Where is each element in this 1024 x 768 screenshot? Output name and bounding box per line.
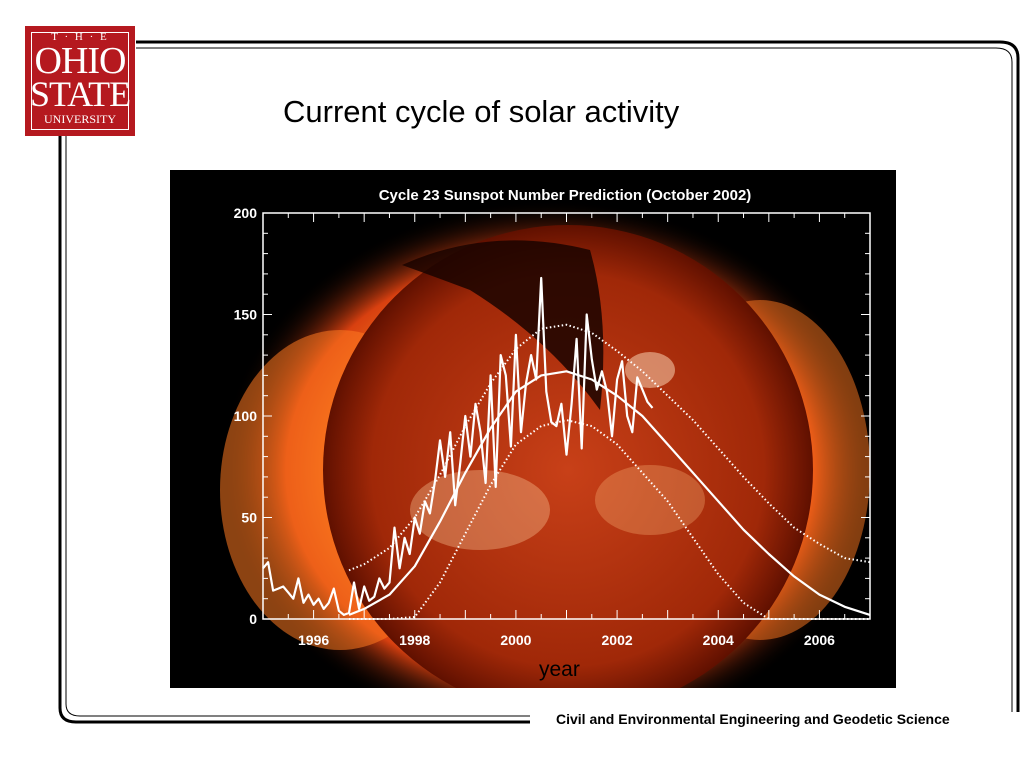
chart-panel: 1996 1998 2000 2002 2004 2006 0 50 100 150 200 Cyc… (170, 170, 896, 688)
y-tick-label: 150 (234, 307, 258, 323)
chart-title: Cycle 23 Sunspot Number Prediction (Octo… (379, 187, 752, 204)
x-tick-label: 2006 (804, 632, 835, 648)
series-line-dotted-lower (349, 419, 870, 620)
series-group (262, 276, 871, 620)
y-tick-label: 50 (241, 510, 257, 526)
logo-line-the: T · H · E (51, 31, 109, 43)
x-tick-label: 2002 (602, 632, 633, 648)
x-tick-label: 2004 (703, 632, 734, 648)
slide-title: Current cycle of solar activity (283, 94, 680, 129)
logo-line-state: STATE (29, 74, 131, 114)
active-region-left (410, 470, 550, 550)
y-tick-label: 100 (234, 408, 258, 424)
x-tick-label: 1998 (399, 632, 430, 648)
sunspot-chart: 1996 1998 2000 2002 2004 2006 0 50 100 150 200 Cyc… (170, 170, 896, 688)
x-axis-label: year (539, 658, 580, 681)
frame-line-inner (136, 47, 1013, 712)
y-tick-label: 0 (249, 611, 257, 627)
series-line-solid-jagged (262, 276, 654, 616)
active-region-right (625, 352, 675, 388)
y-axis-label: SSN (181, 351, 225, 374)
frame-line-left-inner (65, 136, 530, 717)
y-tick-label: 200 (234, 205, 258, 221)
logo-inner-border (31, 32, 129, 130)
logo-line-university: UNIVERSITY (44, 112, 116, 126)
footer-department: Civil and Environmental Engineering and … (556, 711, 950, 727)
x-tick-label: 1996 (298, 632, 329, 648)
frame-line-left (58, 136, 530, 724)
frame-line (136, 40, 1020, 712)
ohio-state-logo: T · H · E OHIO STATE UNIVERSITY (25, 26, 135, 136)
logo-line-ohio: OHIO (34, 40, 127, 82)
x-tick-label: 2000 (500, 632, 531, 648)
active-region-center (595, 465, 705, 535)
axes-group: 1996 1998 2000 2002 2004 2006 0 50 100 150 200 (234, 205, 871, 648)
coronal-hole (402, 240, 604, 410)
series-line-solid-smooth (348, 370, 871, 616)
